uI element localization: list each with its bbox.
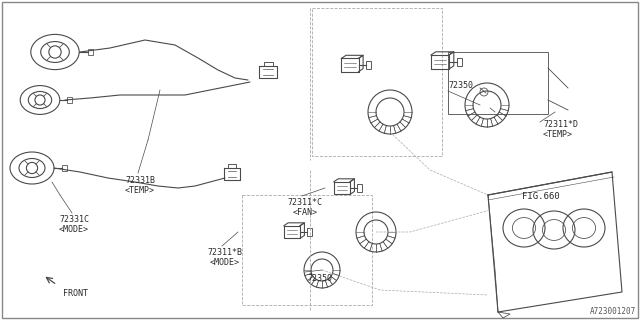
Text: FIG.660: FIG.660 xyxy=(522,192,559,201)
Text: 72331B
<TEMP>: 72331B <TEMP> xyxy=(125,176,155,196)
Bar xyxy=(62,165,67,171)
Bar xyxy=(366,61,371,69)
Text: 72331C
<MODE>: 72331C <MODE> xyxy=(59,215,89,235)
Text: A723001207: A723001207 xyxy=(589,307,636,316)
Bar xyxy=(67,97,72,103)
Bar xyxy=(307,228,312,236)
Bar xyxy=(312,8,442,156)
Bar xyxy=(242,195,372,305)
Text: 72311*C
<FAN>: 72311*C <FAN> xyxy=(287,198,323,217)
Text: 72311*D
<TEMP>: 72311*D <TEMP> xyxy=(543,120,578,140)
Bar xyxy=(457,58,462,66)
Bar xyxy=(357,184,362,192)
Bar xyxy=(448,52,548,114)
Text: 72311*B
<MODE>: 72311*B <MODE> xyxy=(207,248,243,268)
Text: FRONT: FRONT xyxy=(63,289,88,298)
Text: 72350: 72350 xyxy=(448,81,473,90)
Bar xyxy=(88,49,93,55)
Text: 72350: 72350 xyxy=(307,274,332,283)
